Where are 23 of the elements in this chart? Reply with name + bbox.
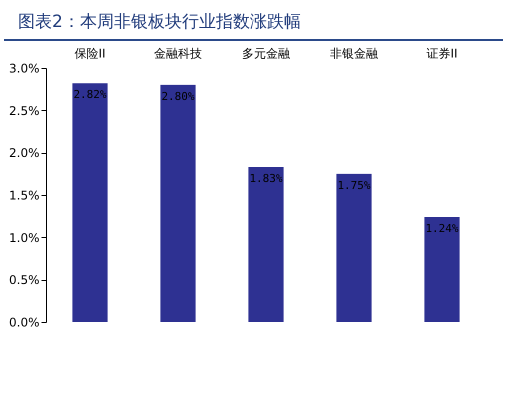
data-label: 1.24% xyxy=(425,222,459,236)
x-tick-label: 金融科技 xyxy=(154,46,202,60)
data-label: 1.83% xyxy=(249,172,283,186)
bar xyxy=(336,174,372,322)
x-tick-label: 多元金融 xyxy=(242,46,290,60)
chart-title: 图表2：本周非银板块行业指数涨跌幅 xyxy=(4,0,503,41)
bar xyxy=(248,167,284,322)
y-tick-label: 3.0% xyxy=(9,62,40,76)
data-label: 1.75% xyxy=(337,178,371,192)
y-tick-label: 2.0% xyxy=(9,146,40,160)
y-tick-label: 1.5% xyxy=(9,188,40,202)
bar xyxy=(160,84,196,322)
bar xyxy=(72,83,108,322)
y-tick-label: 1.0% xyxy=(9,230,40,245)
y-tick-label: 2.5% xyxy=(9,104,40,118)
bar xyxy=(424,217,460,322)
data-label: 2.80% xyxy=(161,90,195,103)
x-tick-label: 非银金融 xyxy=(330,46,378,60)
y-tick-label: 0.5% xyxy=(9,273,40,288)
data-label: 2.82% xyxy=(73,88,107,102)
x-tick-label: 保险II xyxy=(74,46,106,60)
y-tick-label: 0.0% xyxy=(9,316,40,330)
x-tick-label: 证券II xyxy=(426,46,458,60)
